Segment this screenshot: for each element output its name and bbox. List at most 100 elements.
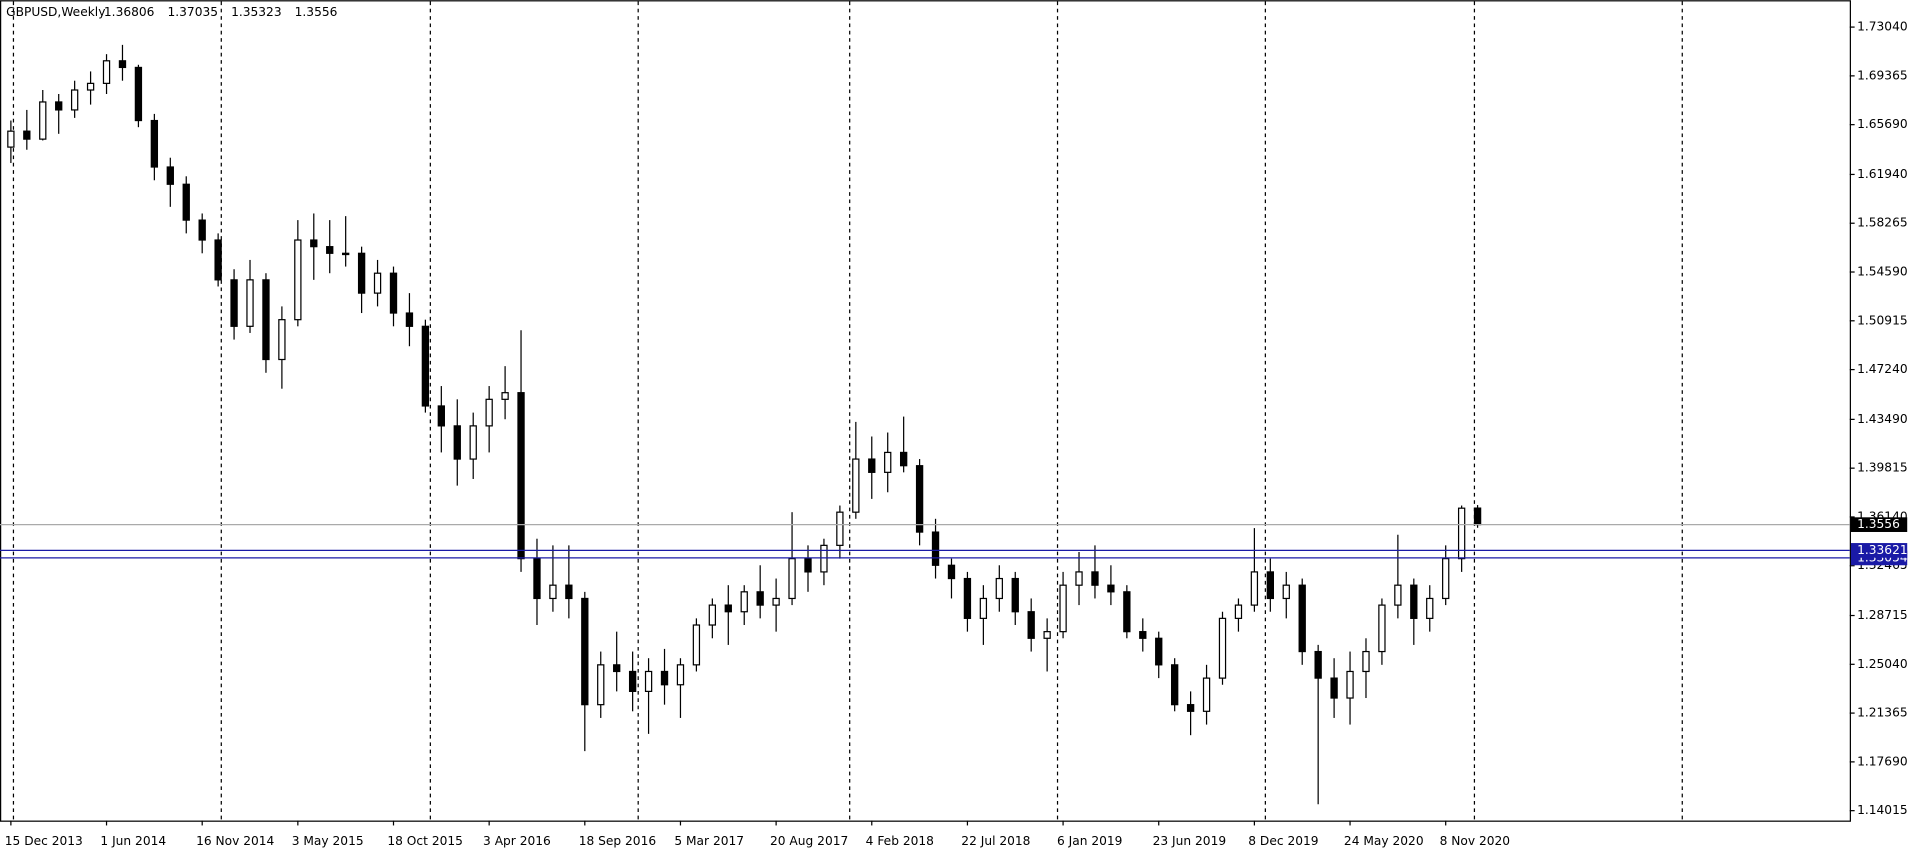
x-tick-label: 6 Jan 2019	[1057, 834, 1122, 848]
x-tick-label: 15 Dec 2013	[5, 834, 83, 848]
candle-body	[1346, 670, 1354, 699]
candle-body	[437, 405, 445, 427]
candle-body	[979, 597, 988, 619]
x-tick-label: 18 Oct 2015	[387, 834, 463, 848]
candle-body	[1107, 584, 1115, 593]
candle-body	[1139, 631, 1147, 639]
x-tick-label: 8 Dec 2019	[1248, 834, 1318, 848]
y-tick-label: 1.17690	[1857, 754, 1908, 768]
y-tick-label: 1.14015	[1857, 803, 1908, 817]
candle-body	[1410, 584, 1418, 619]
candle-body	[613, 664, 621, 673]
header-close: 1.3556	[295, 5, 338, 19]
candle-body	[788, 558, 796, 600]
candle-body	[676, 664, 685, 686]
candle-body	[357, 252, 366, 294]
candle-body	[692, 624, 701, 666]
y-tick-label: 1.54590	[1857, 265, 1908, 279]
y-tick-label: 1.69365	[1857, 68, 1908, 82]
candle-body	[1171, 664, 1179, 706]
candle-body	[708, 604, 717, 626]
level-label: 1.33621	[1857, 543, 1908, 557]
y-tick-label: 1.25040	[1857, 657, 1908, 671]
candle-body	[373, 272, 382, 294]
candle-body	[1075, 571, 1083, 586]
candle-body	[963, 577, 972, 619]
candle-body	[836, 511, 844, 546]
candle-body	[310, 239, 318, 248]
candle-body	[884, 451, 892, 473]
candle-body	[565, 584, 573, 600]
candle-body	[421, 325, 430, 407]
candle-body	[55, 101, 63, 111]
candle-body	[230, 279, 238, 327]
candles	[7, 44, 1482, 805]
candle-body	[246, 279, 254, 327]
y-tick-label: 1.73040	[1857, 20, 1908, 34]
candle-body	[118, 60, 127, 69]
candle-body	[342, 252, 350, 256]
y-tick-label: 1.28715	[1857, 608, 1908, 622]
x-tick-label: 16 Nov 2014	[196, 834, 274, 848]
candle-body	[453, 425, 461, 460]
candle-body	[485, 398, 493, 427]
candle-body	[1250, 571, 1259, 606]
candle-body	[134, 66, 143, 122]
candle-body	[915, 465, 924, 533]
candle-body	[868, 458, 876, 473]
x-tick-label: 3 Apr 2016	[483, 834, 551, 848]
candle-body	[1202, 677, 1211, 712]
y-tick-label: 1.61940	[1857, 167, 1908, 181]
candle-body	[804, 558, 812, 573]
candle-body	[294, 239, 302, 321]
candle-body	[740, 591, 748, 613]
candle-body	[39, 101, 47, 140]
candle-body	[1027, 611, 1035, 639]
candle-body	[1155, 637, 1163, 666]
candle-body	[182, 183, 190, 221]
candle-body	[1091, 571, 1099, 586]
candle-body	[931, 531, 940, 566]
candle-body	[501, 392, 509, 400]
candle-body	[1011, 577, 1019, 613]
x-tick-label: 22 Jul 2018	[961, 834, 1030, 848]
candle-body	[1282, 584, 1290, 600]
x-tick-label: 1 Jun 2014	[100, 834, 166, 848]
symbol-title: GBPUSD,Weekly	[6, 5, 105, 19]
candle-body	[1234, 604, 1243, 619]
y-tick-label: 1.21365	[1857, 706, 1908, 720]
candle-body	[1298, 584, 1306, 653]
candle-body	[198, 219, 206, 241]
price-box	[1850, 517, 1908, 532]
candle-body	[1059, 584, 1067, 633]
candle-body	[899, 451, 908, 467]
x-tick-label: 3 May 2015	[292, 834, 364, 848]
x-tick-label: 8 Nov 2020	[1440, 834, 1510, 848]
candle-body	[628, 670, 637, 692]
x-tick-label: 23 Jun 2019	[1153, 834, 1227, 848]
period-separators	[12, 1, 1683, 821]
candle-body	[1266, 571, 1274, 600]
candle-body	[1473, 507, 1482, 526]
candle-body	[1314, 650, 1322, 679]
candle-body	[533, 558, 541, 600]
candle-body	[644, 670, 653, 692]
candle-body	[581, 597, 589, 706]
level-box	[1850, 543, 1908, 558]
y-tick-label: 1.50915	[1857, 313, 1908, 327]
candle-body	[214, 239, 222, 281]
x-tick-label: 24 May 2020	[1344, 834, 1424, 848]
price-label: 1.3556	[1857, 517, 1900, 531]
plot-frame	[0, 0, 1851, 822]
x-tick-label: 20 Aug 2017	[770, 834, 848, 848]
x-tick-label: 18 Sep 2016	[579, 834, 656, 848]
candle-body	[1426, 597, 1434, 619]
candle-body	[262, 279, 270, 361]
candle-body	[756, 591, 764, 606]
candle-body	[1457, 507, 1466, 560]
candle-body	[947, 564, 956, 580]
header-high: 1.37035	[167, 5, 218, 19]
candle-body	[102, 60, 111, 84]
candle-body	[469, 425, 477, 460]
